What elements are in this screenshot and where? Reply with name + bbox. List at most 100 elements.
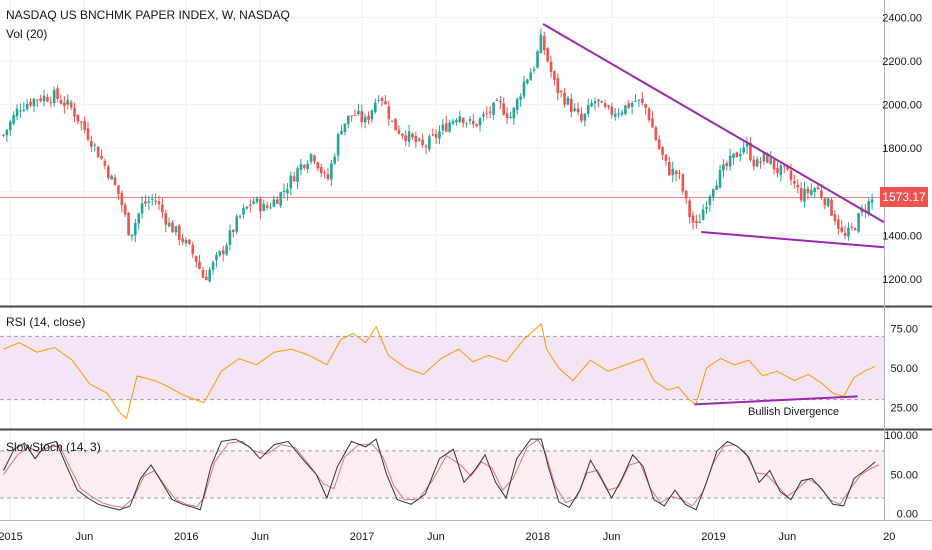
x-tick-label: 2019 [701, 531, 725, 543]
candle-body [803, 188, 806, 202]
candle-body [201, 269, 205, 278]
candle-body [539, 34, 543, 54]
candle-body [749, 142, 752, 161]
candle-body [766, 153, 769, 163]
candle-body [262, 203, 266, 211]
candle-body [745, 143, 749, 147]
candle-body [769, 158, 773, 164]
candle-body [96, 146, 100, 158]
candle-body [167, 222, 171, 227]
candle-body [248, 204, 252, 206]
candle-body [779, 165, 783, 175]
candle-body [421, 139, 424, 146]
candle-body [840, 227, 843, 232]
candle-body [458, 116, 462, 122]
candle-body [411, 133, 414, 138]
candle-body [833, 214, 837, 222]
candle-body [137, 213, 141, 224]
candle-body [164, 213, 168, 225]
candle-body [657, 139, 661, 149]
candle-body [688, 200, 691, 217]
candle-body [161, 204, 164, 213]
candle-body [718, 169, 722, 188]
candle-body [853, 228, 857, 231]
candle-body [620, 112, 624, 115]
candle-body [282, 190, 286, 192]
candle-body [735, 152, 739, 158]
candle-body [127, 212, 130, 236]
x-tick-label: 2018 [526, 531, 550, 543]
candle-body [738, 154, 742, 157]
candle-body [671, 168, 674, 176]
price-candles [0, 28, 884, 283]
candle-body [681, 174, 685, 192]
candle-body [19, 110, 22, 112]
candle-body [313, 155, 316, 162]
candle-body [549, 61, 553, 72]
candle-body [725, 163, 729, 167]
candle-body [428, 136, 431, 150]
candle-body [299, 163, 303, 170]
x-tick-label: Jun [251, 531, 269, 543]
candle-body [776, 167, 779, 174]
candle-body [384, 101, 387, 105]
candle-body [394, 118, 397, 131]
rsi-label: RSI (14, close) [6, 315, 86, 329]
candle-body [353, 114, 357, 116]
price-y-tick-label: 2000.00 [882, 100, 922, 112]
candle-body [367, 115, 370, 120]
candle-body [475, 124, 478, 127]
candle-body [69, 102, 73, 108]
candle-body [218, 251, 222, 256]
candle-body [711, 189, 715, 198]
candle-body [705, 206, 708, 209]
candle-body [319, 167, 323, 174]
candle-body [25, 103, 29, 110]
candle-body [630, 103, 634, 107]
candle-body [90, 141, 93, 147]
candle-body [772, 159, 776, 170]
candle-body [786, 165, 789, 170]
candle-body [343, 123, 347, 132]
candle-body [593, 101, 597, 104]
candle-body [674, 170, 678, 175]
candle-body [424, 146, 428, 148]
candle-body [194, 256, 198, 262]
candle-body [431, 134, 435, 136]
price-y-tick-label: 1400.00 [882, 230, 922, 242]
candle-body [157, 201, 161, 205]
candle-body [140, 203, 144, 214]
candle-body [816, 187, 820, 190]
candle-body [208, 269, 211, 282]
candle-body [306, 163, 309, 169]
rsi-y-tick-label: 25.00 [890, 402, 918, 414]
candle-body [610, 106, 614, 115]
last-price-badge: 1573.17 [880, 187, 928, 207]
candle-body [796, 185, 800, 188]
candle-body [387, 106, 391, 120]
candle-body [607, 105, 610, 108]
candle-body [482, 114, 485, 117]
candle-body [63, 102, 66, 107]
candle-body [441, 124, 445, 131]
candle-body [512, 107, 516, 119]
candle-body [644, 104, 647, 108]
candle-body [495, 100, 499, 102]
candle-body [350, 115, 353, 117]
candle-body [789, 170, 793, 180]
candle-body [793, 180, 796, 184]
candle-body [654, 127, 658, 140]
candle-body [404, 135, 408, 142]
candle-body [333, 156, 337, 164]
candle-body [478, 118, 482, 126]
candle-body [566, 97, 570, 105]
candle-body [732, 153, 735, 159]
candle-body [613, 113, 617, 117]
price-y-tick-label: 1200.00 [882, 274, 922, 286]
candle-body [448, 122, 451, 132]
candle-body [843, 232, 847, 236]
candle-body [106, 166, 110, 178]
candle-body [664, 154, 668, 161]
indicator-lines [3, 322, 879, 511]
axes [0, 0, 932, 521]
